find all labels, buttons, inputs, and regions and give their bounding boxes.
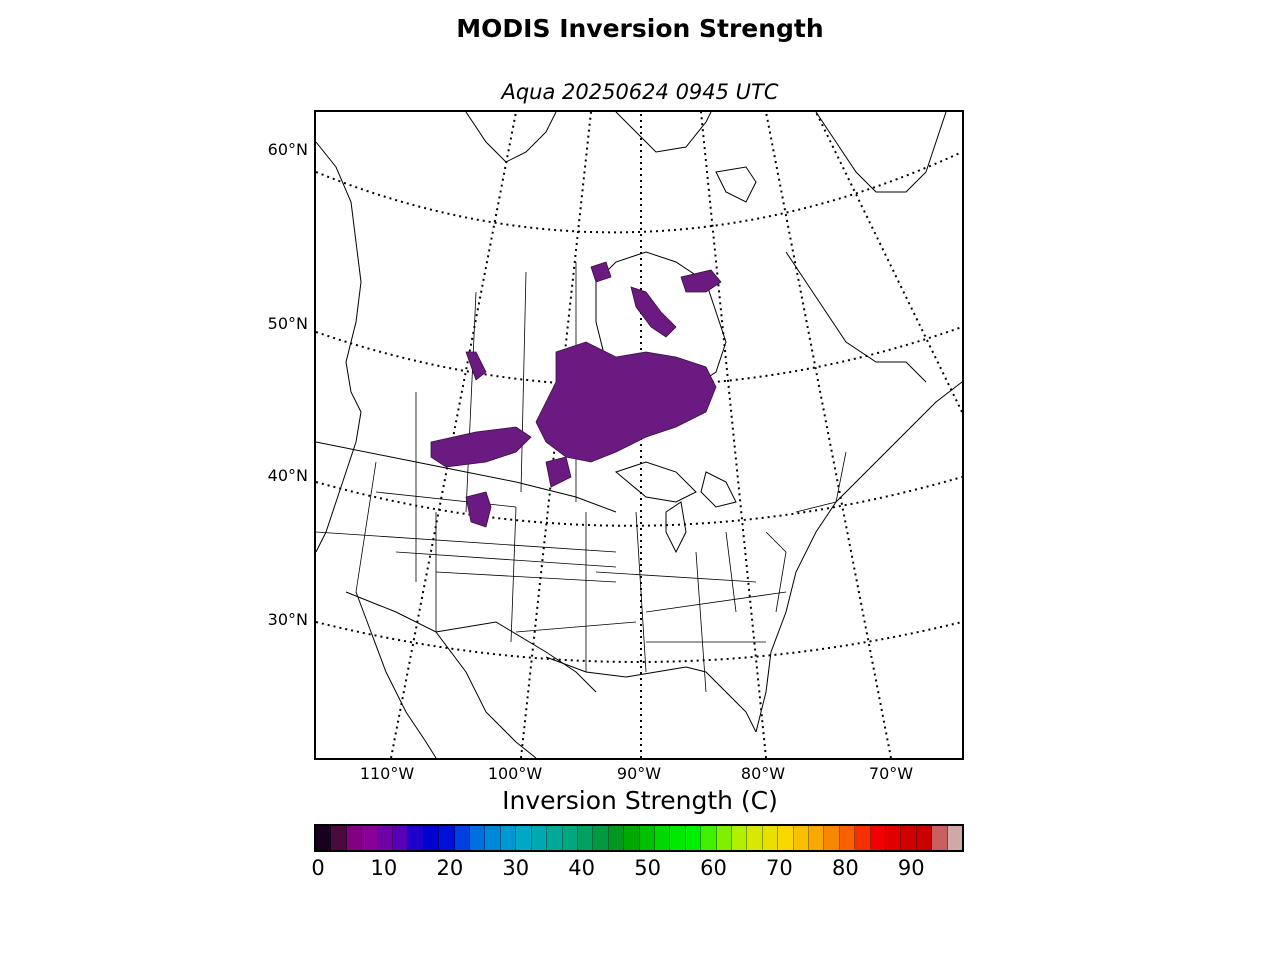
colorbar-segment (809, 826, 825, 850)
colorbar-segment (747, 826, 763, 850)
colorbar-segment (316, 826, 332, 850)
inversion-region (430, 426, 532, 468)
colorbar-segment (639, 826, 655, 850)
colorbar-segment (577, 826, 594, 850)
colorbar-segment (362, 826, 378, 850)
lon-label: 80°W (740, 764, 786, 783)
colorbar-tick-label: 90 (897, 856, 925, 880)
colorbar-segment (562, 826, 578, 850)
colorbar-segment (886, 826, 902, 850)
map-panel (314, 110, 964, 760)
colorbar-segment (824, 826, 840, 850)
lat-label: 30°N (267, 610, 308, 629)
inversion-region (630, 286, 677, 338)
lat-label: 60°N (267, 140, 308, 159)
map-svg (316, 112, 962, 758)
lon-label: 70°W (868, 764, 914, 783)
coastlines-and-borders (316, 112, 962, 758)
lon-label: 100°W (487, 764, 543, 783)
colorbar-tick-label: 30 (502, 856, 530, 880)
chart-title: MODIS Inversion Strength (456, 14, 824, 43)
colorbar-segment (423, 826, 440, 850)
colorbar-tick-label: 20 (436, 856, 464, 880)
inversion-region (680, 269, 722, 293)
colorbar-segment (485, 826, 501, 850)
colorbar-tick-label: 0 (311, 856, 325, 880)
colorbar-title: Inversion Strength (C) (502, 786, 778, 815)
colorbar-segment (377, 826, 394, 850)
colorbar-tick-label: 60 (700, 856, 727, 880)
colorbar-segment (839, 826, 856, 850)
colorbar-segment (916, 826, 933, 850)
colorbar-segment (731, 826, 748, 850)
colorbar-segment (393, 826, 409, 850)
colorbar-segment (901, 826, 917, 850)
colorbar-segment (470, 826, 486, 850)
lat-label: 50°N (267, 314, 308, 333)
colorbar-segment (932, 826, 948, 850)
colorbar-segment (531, 826, 548, 850)
inversion-region (535, 341, 717, 463)
state-province-borders (316, 262, 847, 693)
colorbar-segment (624, 826, 640, 850)
colorbar-tick-label: 10 (370, 856, 398, 880)
colorbar-segment (346, 826, 363, 850)
colorbar-segment (685, 826, 702, 850)
colorbar-tick-label: 40 (568, 856, 596, 880)
inversion-region (465, 351, 487, 381)
colorbar-segment (408, 826, 424, 850)
inversion-region (465, 491, 492, 528)
inversion-region (545, 456, 572, 488)
colorbar-segment (855, 826, 871, 850)
colorbar-segment (547, 826, 563, 850)
inversion-region (590, 261, 612, 283)
colorbar-segment (947, 826, 963, 850)
colorbar-segment (870, 826, 887, 850)
inversion-regions (430, 261, 722, 528)
colorbar-segment (516, 826, 532, 850)
colorbar-segment (331, 826, 347, 850)
colorbar-segment (454, 826, 471, 850)
colorbar-segment (701, 826, 717, 850)
colorbar-segment (500, 826, 517, 850)
colorbar-segment (716, 826, 732, 850)
colorbar-tick-label: 80 (831, 856, 859, 880)
colorbar-segment (654, 826, 671, 850)
colorbar-segment (670, 826, 686, 850)
lon-label: 90°W (616, 764, 662, 783)
colorbar-segment (762, 826, 779, 850)
colorbar-segment (608, 826, 625, 850)
colorbar (314, 824, 964, 852)
colorbar-segment (778, 826, 794, 850)
colorbar-tick-label: 50 (634, 856, 661, 880)
colorbar-tick-label: 70 (766, 856, 793, 880)
colorbar-segment (793, 826, 809, 850)
lon-label: 110°W (359, 764, 415, 783)
chart-subtitle: Aqua 20250624 0945 UTC (501, 80, 779, 104)
colorbar-segment (439, 826, 455, 850)
lat-label: 40°N (267, 466, 308, 485)
colorbar-segment (593, 826, 609, 850)
